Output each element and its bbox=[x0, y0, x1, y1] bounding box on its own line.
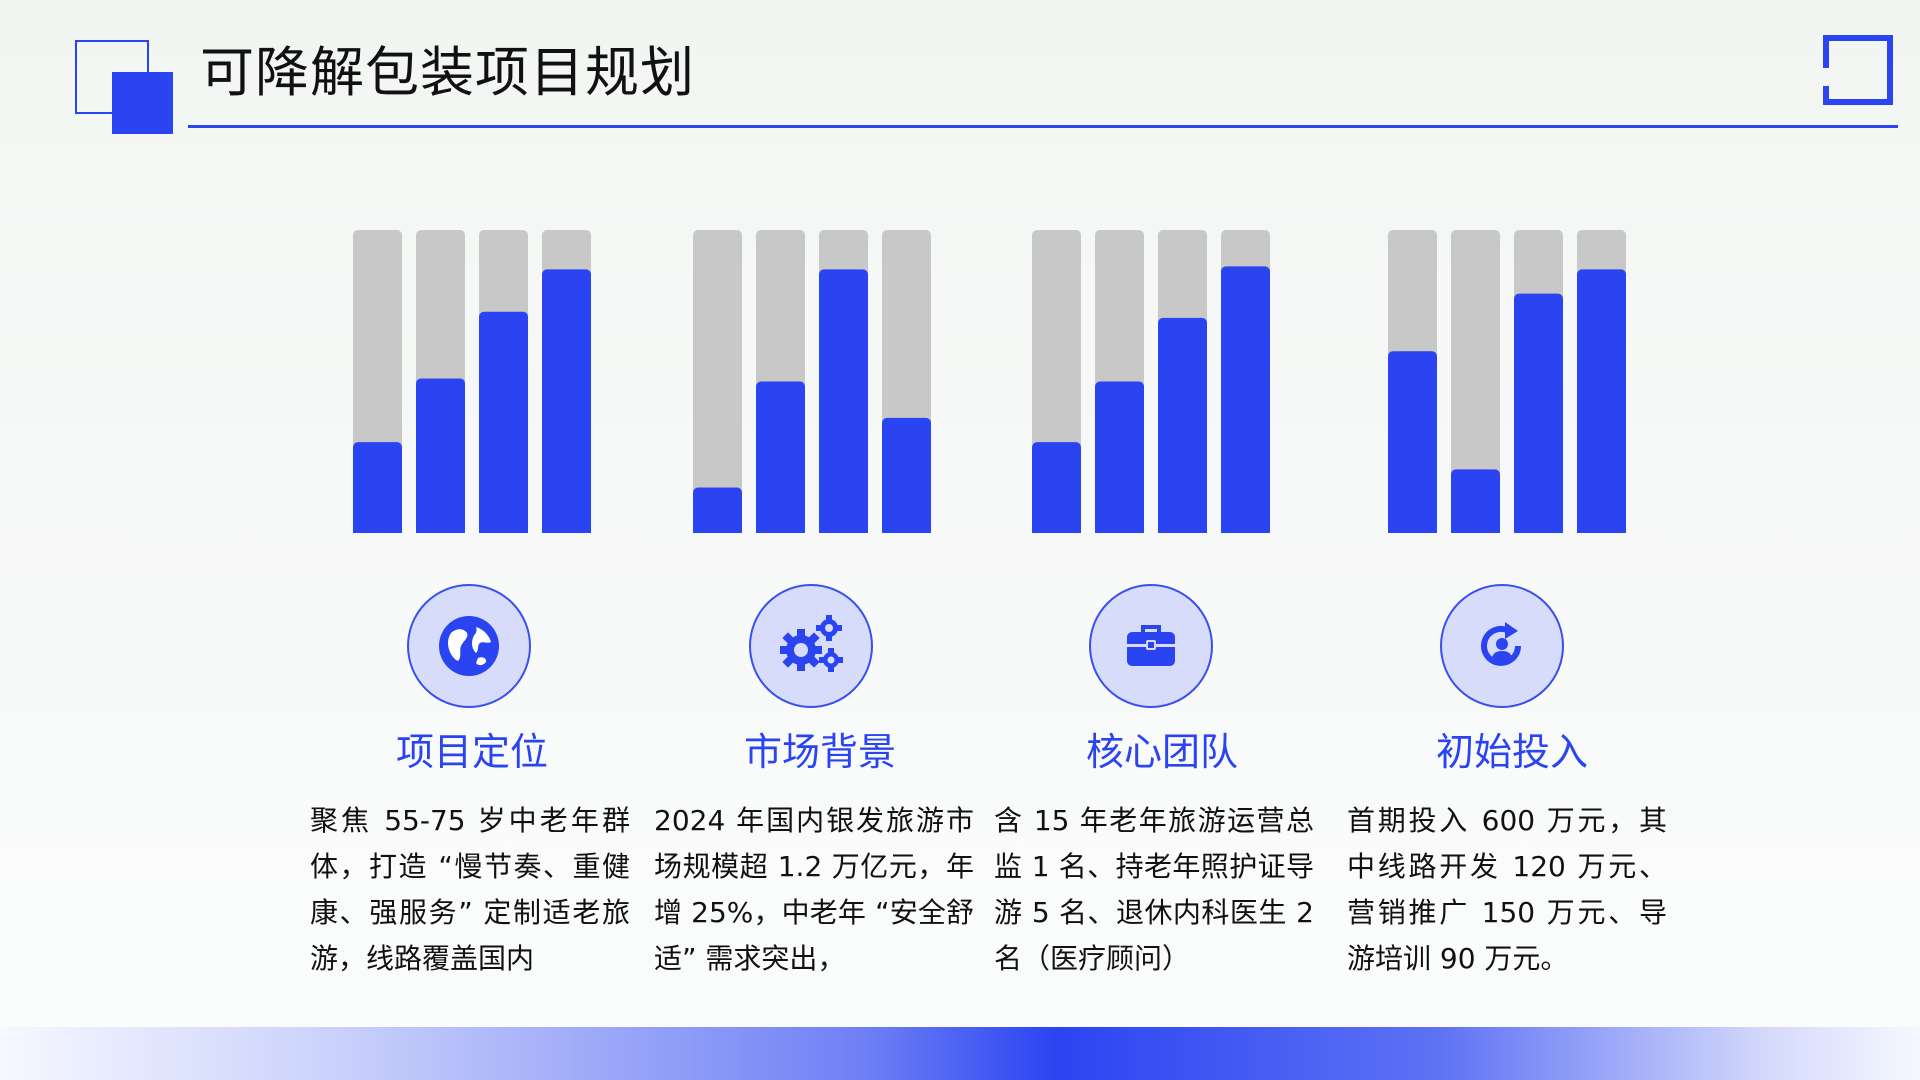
bar-track bbox=[1451, 230, 1500, 533]
column-body-text: 聚焦 55-75 岁中老年群体，打造 “慢节奏、重健康、强服务” 定制适老旅游，… bbox=[310, 804, 630, 975]
bar-fill bbox=[1158, 317, 1207, 533]
globe-icon bbox=[439, 616, 499, 676]
user-refresh-icon bbox=[1481, 622, 1521, 666]
briefcase-icon bbox=[1127, 625, 1175, 666]
footer-gradient-band bbox=[0, 1027, 1920, 1080]
bar-fill bbox=[1032, 442, 1081, 533]
bar-fill-base bbox=[479, 528, 528, 533]
bar-fill-base bbox=[416, 528, 465, 533]
bar-fill bbox=[1577, 269, 1626, 533]
bar-fill bbox=[353, 442, 402, 533]
logo-filled-square bbox=[112, 72, 173, 134]
bar-fill bbox=[479, 311, 528, 533]
globe-icon-circle bbox=[407, 584, 531, 708]
bar-fill bbox=[416, 378, 465, 533]
bar-fill bbox=[1221, 266, 1270, 533]
bar-fill-base bbox=[1221, 528, 1270, 533]
bar-fill bbox=[542, 269, 591, 533]
bar-fill-base bbox=[756, 528, 805, 533]
bar-fill-base bbox=[1095, 528, 1144, 533]
bar-fill-base bbox=[353, 528, 402, 533]
bar-fill-base bbox=[1032, 528, 1081, 533]
bar-fill-base bbox=[882, 528, 931, 533]
bar-fill bbox=[756, 381, 805, 533]
column-heading: 初始投入 bbox=[1436, 730, 1589, 774]
bar-fill-base bbox=[1514, 528, 1563, 533]
column-heading: 市场背景 bbox=[744, 730, 897, 774]
column-body-text: 2024 年国内银发旅游市场规模超 1.2 万亿元，年增 25%，中老年 “安全… bbox=[654, 804, 974, 975]
column-body-text: 含 15 年老年旅游运营总监 1 名、持老年照护证导游 5 名、退休内科医生 2… bbox=[994, 804, 1314, 975]
bar-fill-base bbox=[819, 528, 868, 533]
bar-fill-base bbox=[542, 528, 591, 533]
title-divider bbox=[188, 125, 1898, 128]
bar-chart bbox=[353, 230, 1626, 533]
bar-fill bbox=[1451, 469, 1500, 533]
bar-fill bbox=[882, 417, 931, 533]
column-body-text: 首期投入 600 万元，其中线路开发 120 万元、营销推广 150 万元、导游… bbox=[1347, 804, 1667, 975]
gears-icon bbox=[780, 615, 843, 672]
page-title: 可降解包装项目规划 bbox=[200, 41, 695, 104]
bar-fill-base bbox=[1577, 528, 1626, 533]
bar-fill bbox=[693, 487, 742, 533]
bar-fill-base bbox=[1388, 528, 1437, 533]
gears-icon-circle bbox=[749, 584, 873, 708]
bar-fill-base bbox=[1158, 528, 1207, 533]
logo bbox=[75, 40, 173, 134]
bar-fill-base bbox=[1451, 528, 1500, 533]
briefcase-icon-circle bbox=[1089, 584, 1213, 708]
bar-fill bbox=[1514, 293, 1563, 533]
corner-bracket-icon bbox=[1823, 35, 1893, 105]
bar-track bbox=[693, 230, 742, 533]
bar-fill-base bbox=[693, 528, 742, 533]
bar-fill bbox=[819, 269, 868, 533]
column-heading: 核心团队 bbox=[1086, 730, 1239, 774]
column-heading: 项目定位 bbox=[395, 730, 548, 774]
user-refresh-icon-circle bbox=[1440, 584, 1564, 708]
bar-fill bbox=[1095, 381, 1144, 533]
bar-fill bbox=[1388, 351, 1437, 533]
